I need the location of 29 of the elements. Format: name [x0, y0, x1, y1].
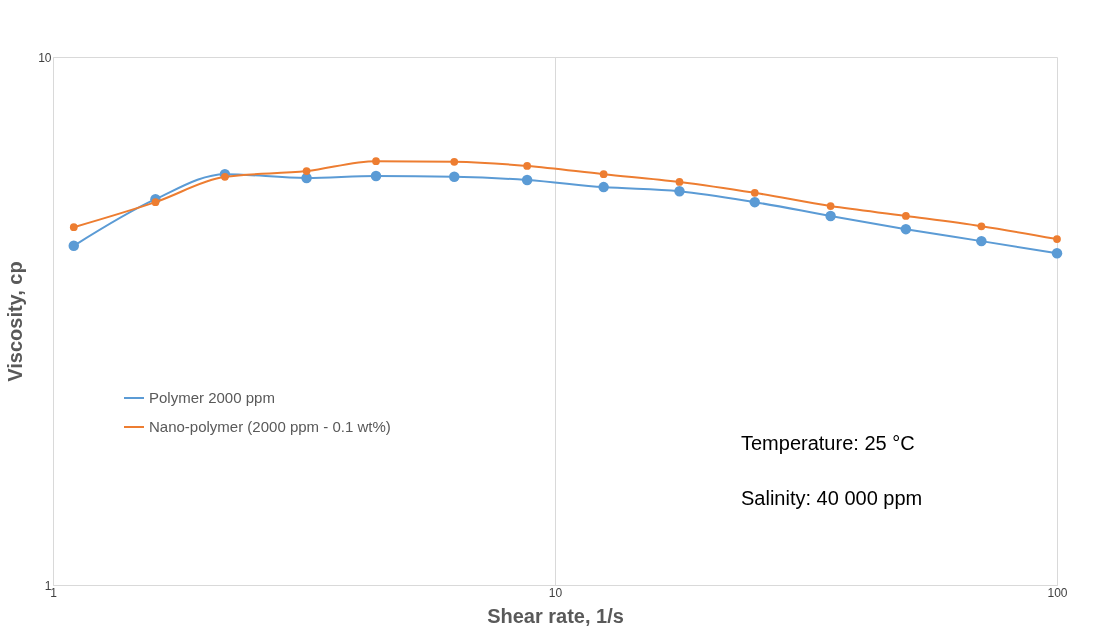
- point: [900, 223, 912, 235]
- point: [749, 196, 761, 208]
- annotation: Salinity: 40 000 ppm: [741, 487, 923, 509]
- point: [68, 240, 80, 252]
- point: [750, 188, 759, 197]
- annotation: Temperature: 25 °C: [741, 432, 915, 454]
- point: [221, 172, 229, 181]
- point: [521, 174, 533, 186]
- point: [675, 178, 684, 186]
- point: [902, 212, 910, 220]
- point: [598, 181, 609, 193]
- point: [674, 185, 685, 197]
- point: [977, 222, 986, 231]
- point: [370, 170, 382, 182]
- point: [825, 210, 836, 222]
- x-axis-title: Shear rate, 1/s: [487, 604, 624, 627]
- x-tick-label: 100: [1047, 585, 1068, 600]
- point: [69, 223, 78, 232]
- point: [599, 170, 608, 178]
- point: [1051, 247, 1063, 259]
- y-axis-title: Viscosity, cp: [4, 261, 27, 382]
- point: [826, 202, 835, 210]
- x-tick-label: 10: [548, 585, 563, 600]
- point: [976, 235, 987, 247]
- point: [372, 157, 380, 165]
- legend-label: Polymer 2000 ppm: [149, 389, 275, 406]
- legend-label: Nano-polymer (2000 ppm - 0.1 wt%): [149, 418, 391, 435]
- point: [1053, 235, 1061, 243]
- point: [523, 162, 531, 170]
